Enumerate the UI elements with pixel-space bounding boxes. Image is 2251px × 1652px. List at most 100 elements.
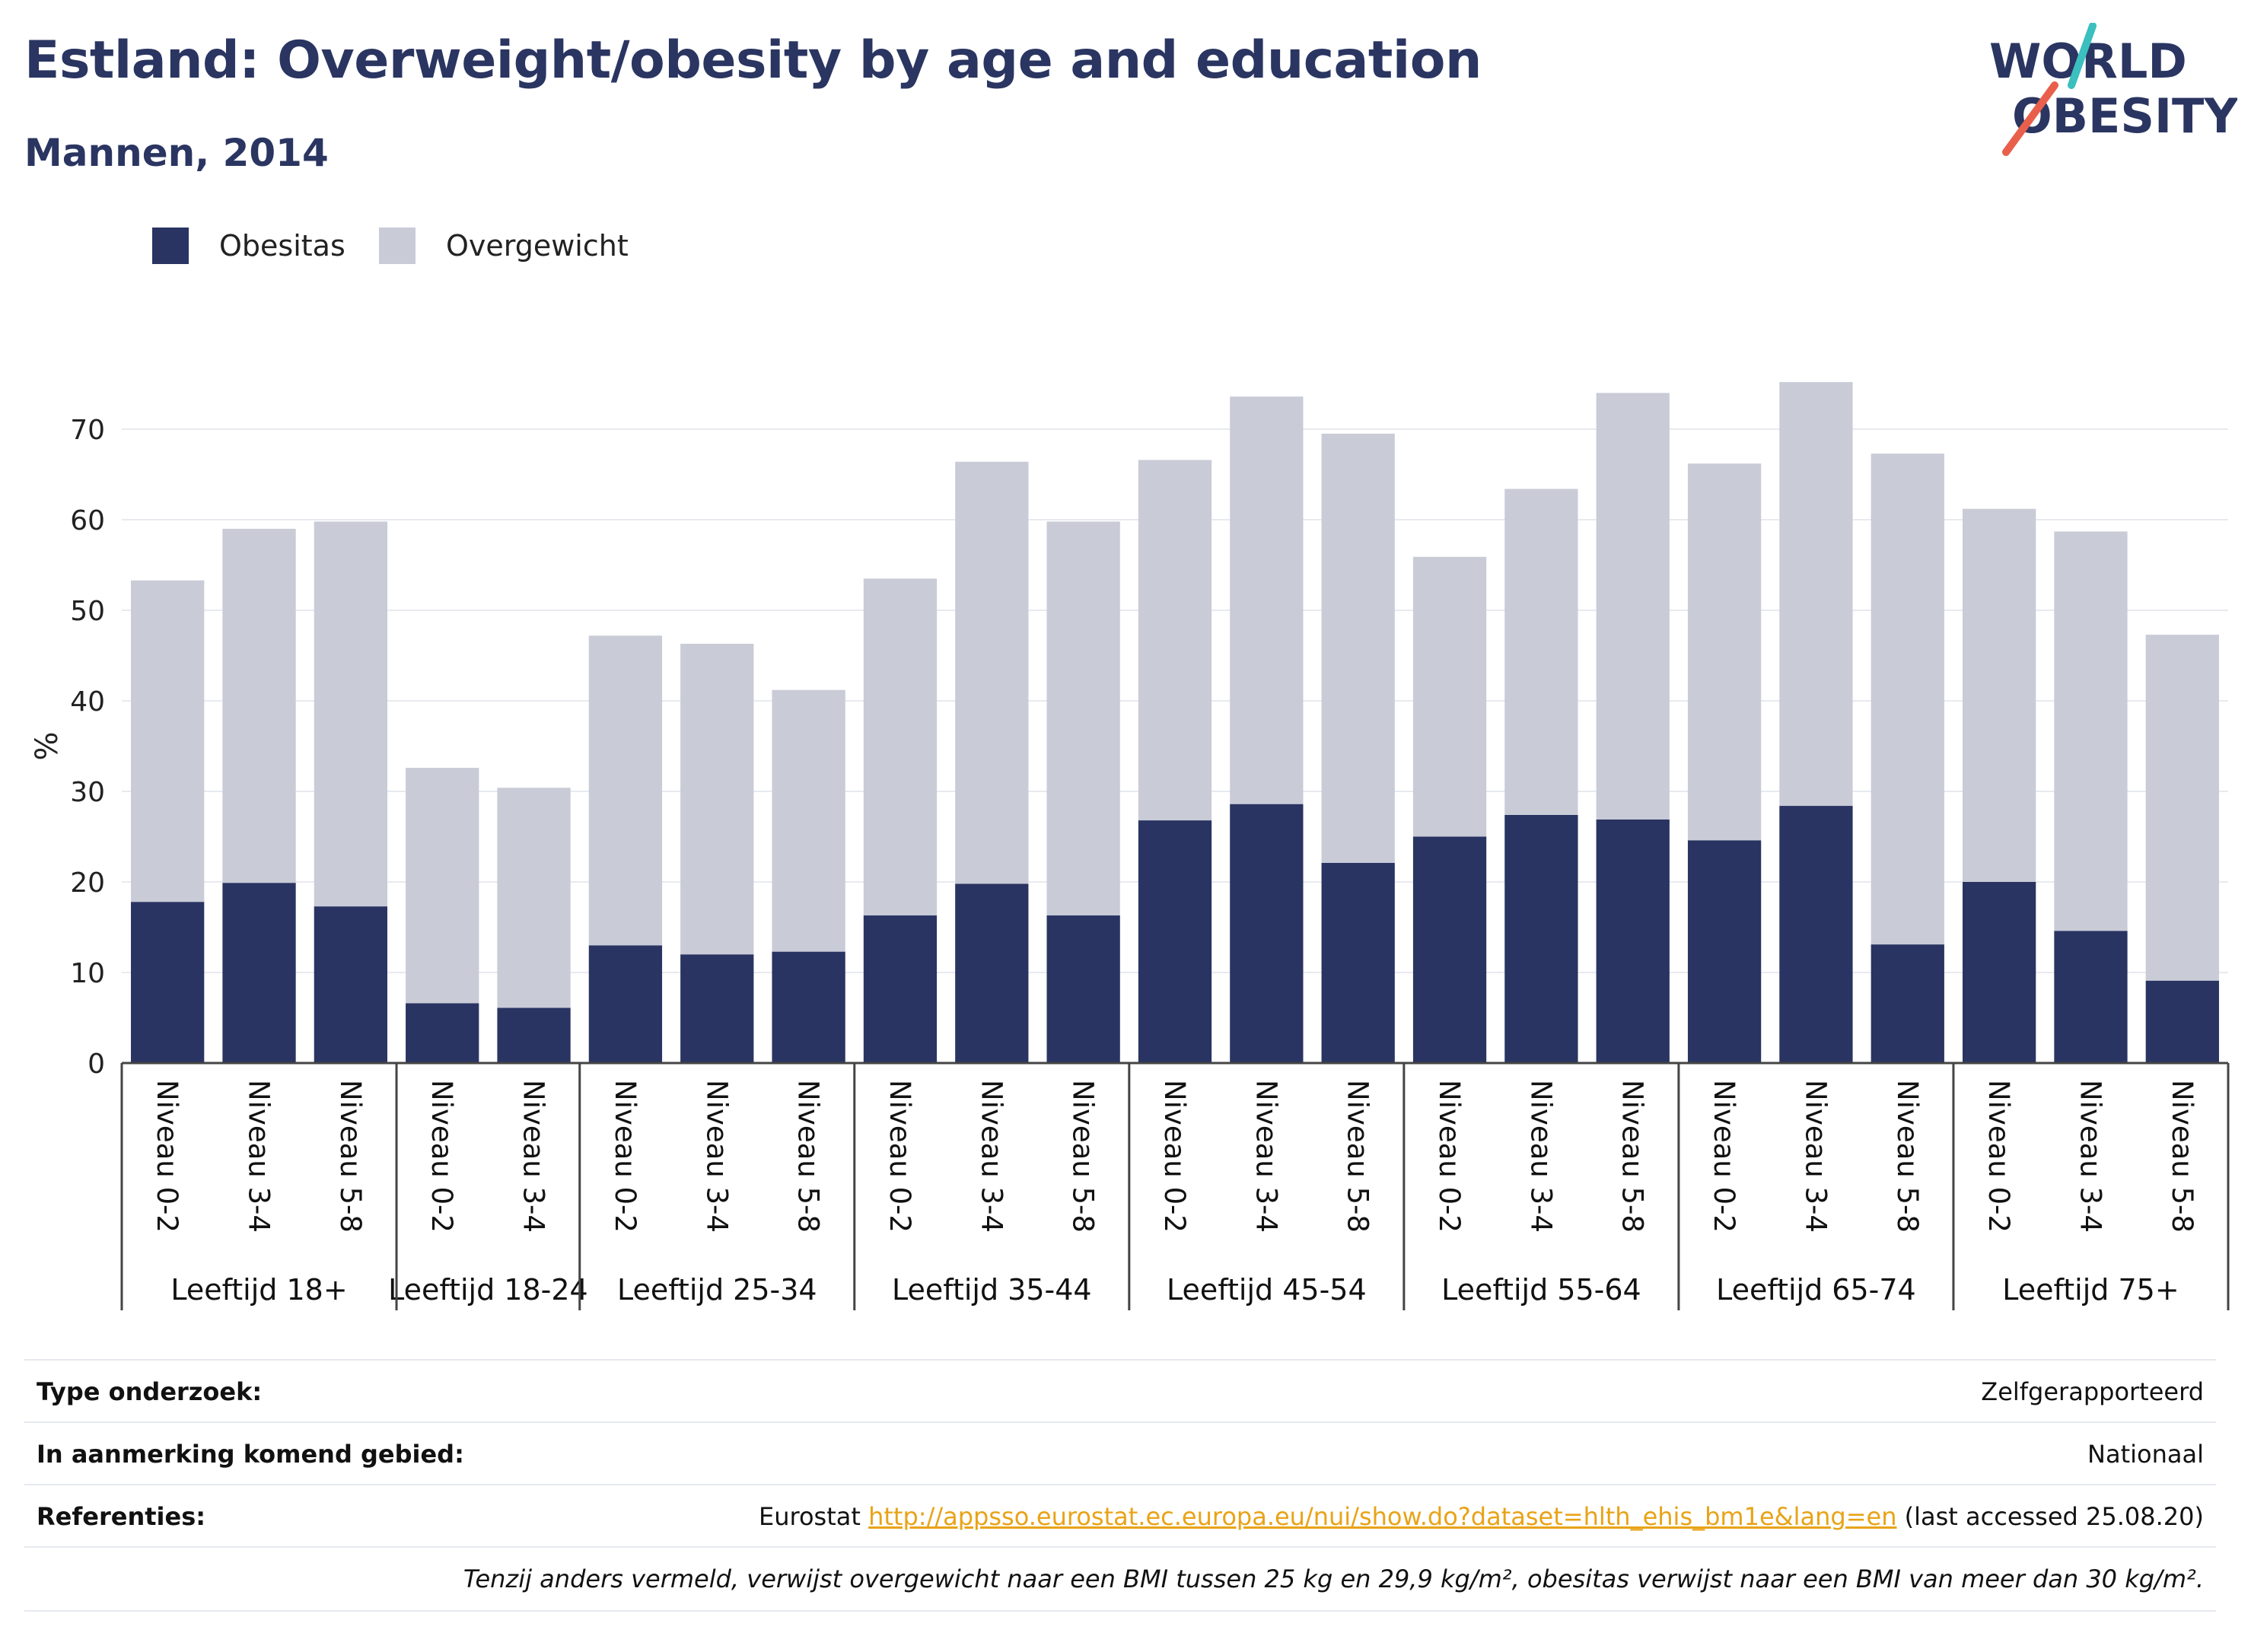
y-tick-label: 20 [70,867,105,899]
info-row-survey-type: Type onderzoek: Zelfgerapporteerd [24,1359,2216,1423]
bar-obesity [314,906,388,1063]
bar-overweight [1321,433,1395,864]
info-value: Zelfgerapporteerd [1981,1377,2204,1406]
bar-obesity [1687,840,1762,1063]
info-divider [24,1610,2216,1612]
bar-obesity [680,954,754,1063]
y-axis-title: % [30,731,65,760]
bar-overweight [2145,635,2219,981]
bar-overweight [588,635,663,946]
x-tick-label: Niveau 3-4 [2074,1080,2106,1233]
info-value: Eurostat http://appsso.eurostat.ec.europ… [759,1485,2204,1548]
world-obesity-logo: WORLD OBESITY [1989,23,2237,156]
reference-accessed: (last accessed 25.08.20) [1904,1502,2204,1531]
y-tick-label: 0 [88,1049,105,1080]
bar-obesity [1962,882,2036,1063]
bar-overweight [1504,489,1578,815]
x-tick-label: Niveau 0-2 [1433,1080,1466,1233]
bar-obesity [1321,863,1395,1063]
x-tick-label: Niveau 5-8 [1067,1080,1100,1233]
x-tick-label: Niveau 3-4 [517,1080,550,1233]
legend-label-obesity: Obesitas [219,229,345,263]
x-tick-label: Niveau 5-8 [1891,1080,1924,1233]
bar-obesity [406,1003,479,1063]
bar-overweight [1230,396,1304,804]
info-row-area: In aanmerking komend gebied: Nationaal [24,1421,2216,1485]
group-label: Leeftijd 35-44 [892,1273,1092,1307]
bar-obesity [131,902,205,1063]
bar-obesity [2145,980,2219,1063]
bar-overweight [2054,531,2128,931]
bar-overweight [1871,454,1944,945]
info-row-note: Tenzij anders vermeld, verwijst overgewi… [24,1546,2216,1610]
chart-subtitle: Mannen, 2014 [24,131,329,175]
bar-overweight [314,521,388,907]
reference-source: Eurostat [759,1502,861,1531]
x-tick-label: Niveau 0-2 [1708,1080,1740,1233]
y-tick-label: 50 [70,596,105,627]
x-tick-label: Niveau 5-8 [1342,1080,1374,1233]
group-label: Leeftijd 65-74 [1716,1273,1916,1307]
legend-item-obesity[interactable]: Obesitas [152,225,345,266]
bar-overweight [406,768,479,1004]
stacked-bar-chart: 0 10 20 30 40 50 60 70% Niveau 0-2 Niveau 3-4 Nive… [30,382,2230,1310]
bar-obesity [1412,836,1487,1063]
legend-swatch-obesity [152,228,189,264]
info-label: In aanmerking komend gebied: [37,1440,464,1469]
bar-overweight [1962,508,2036,882]
y-tick-label: 40 [70,686,105,718]
x-tick-label: Niveau 0-2 [425,1080,458,1233]
bar-obesity [1138,820,1212,1063]
x-tick-label: Niveau 0-2 [884,1080,916,1233]
bar-overweight [222,528,296,883]
bar-overweight [1687,463,1762,841]
legend-label-overweight: Overgewicht [446,229,629,263]
bar-overweight [497,788,571,1008]
info-label: Referenties: [37,1502,206,1531]
reference-link[interactable]: http://appsso.eurostat.ec.europa.eu/nui/… [868,1502,1897,1531]
bar-obesity [1046,915,1120,1063]
x-tick-label: Niveau 3-4 [1799,1080,1832,1233]
bar-overweight [955,461,1029,884]
bar-obesity [1779,806,1853,1063]
y-tick-label: 60 [70,505,105,536]
x-tick-label: Niveau 5-8 [2166,1080,2198,1233]
bar-obesity [772,951,845,1063]
x-tick-label: Niveau 5-8 [792,1080,825,1233]
definition-note: Tenzij anders vermeld, verwijst overgewi… [463,1564,2204,1593]
bar-overweight [680,644,754,955]
bar-overweight [863,578,938,916]
bar-obesity [955,883,1029,1063]
legend-swatch-overweight [379,228,415,264]
info-label: Type onderzoek: [37,1377,263,1406]
y-tick-label: 70 [70,415,105,446]
group-label: Leeftijd 25-34 [617,1273,817,1307]
bar-overweight [1412,556,1487,837]
x-tick-label: Niveau 0-2 [151,1080,183,1233]
info-value: Nationaal [2087,1440,2204,1469]
bar-obesity [2054,931,2128,1063]
x-tick-label: Niveau 3-4 [975,1080,1008,1233]
bar-overweight [772,689,845,952]
x-tick-label: Niveau 0-2 [1158,1080,1191,1233]
bar-overweight [131,580,205,902]
x-tick-label: Niveau 0-2 [1982,1080,2015,1233]
x-tick-label: Niveau 3-4 [700,1080,733,1233]
group-label: Leeftijd 45-54 [1167,1273,1367,1307]
bar-obesity [1230,804,1304,1063]
x-tick-label: Niveau 3-4 [1524,1080,1557,1233]
bar-obesity [1596,819,1670,1063]
bar-overweight [1596,393,1670,820]
logo-slash-coral [2002,81,2058,156]
y-tick-label: 10 [70,958,105,989]
bar-obesity [1504,814,1578,1063]
chart-title: Estland: Overweight/obesity by age and e… [24,30,1482,91]
bar-obesity [222,883,296,1063]
x-tick-label: Niveau 5-8 [334,1080,367,1233]
legend-item-overweight[interactable]: Overgewicht [379,225,629,266]
group-label: Leeftijd 18+ [170,1273,347,1307]
bar-obesity [1871,944,1944,1063]
group-label: Leeftijd 75+ [2002,1273,2179,1307]
group-label: Leeftijd 55-64 [1441,1273,1641,1307]
bar-overweight [1046,521,1120,916]
